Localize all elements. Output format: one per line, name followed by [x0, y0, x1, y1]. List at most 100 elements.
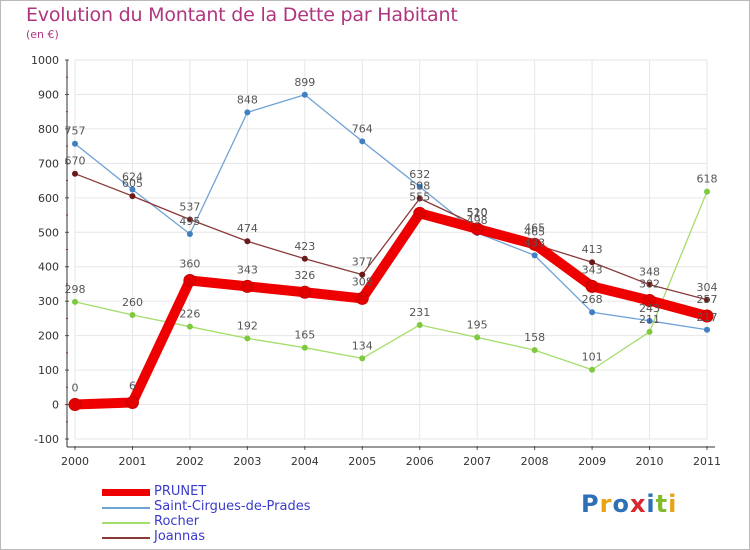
- data-label: 211: [639, 313, 660, 326]
- data-point: [704, 326, 710, 333]
- data-label: 308: [352, 275, 373, 288]
- y-tick-label: 900: [38, 88, 59, 101]
- legend-label-rocher: Rocher: [154, 514, 200, 529]
- data-point: [416, 195, 423, 202]
- data-labels: 757 624 495 848 899 764 632 498 433 268 243 217 298 2…: [65, 76, 718, 395]
- data-point: [413, 206, 427, 220]
- data-label: 465: [524, 221, 545, 234]
- data-label: 413: [582, 243, 603, 256]
- legend-label-saint-cirgues: Saint-Cirgues-de-Prades: [154, 499, 311, 514]
- data-label: 195: [467, 318, 488, 331]
- x-tick-label: 2007: [463, 455, 491, 468]
- data-point: [704, 296, 710, 303]
- data-label: 433: [524, 236, 545, 249]
- data-point: [68, 398, 82, 412]
- logo-letter: x: [629, 490, 647, 518]
- chart-title: Evolution du Montant de la Dette par Hab…: [26, 4, 458, 26]
- data-point: [244, 238, 251, 245]
- data-label: 158: [524, 331, 545, 344]
- x-tick-label: 2006: [406, 455, 434, 468]
- data-point: [700, 309, 714, 323]
- data-label: 555: [409, 190, 430, 203]
- data-label: 101: [582, 351, 603, 364]
- data-label: 231: [409, 306, 430, 319]
- data-point: [129, 311, 136, 318]
- data-label: 268: [582, 293, 603, 306]
- data-label: 348: [639, 266, 660, 279]
- data-point: [704, 188, 710, 195]
- data-point: [359, 271, 366, 278]
- data-point: [589, 259, 596, 266]
- legend-label-joannas: Joannas: [154, 529, 205, 544]
- data-label: 217: [697, 311, 718, 324]
- data-point: [72, 170, 78, 177]
- data-label: 465: [524, 225, 545, 238]
- x-tick-label: 2002: [176, 455, 204, 468]
- y-tick-label: 500: [38, 226, 59, 239]
- y-tick-label: 1000: [31, 54, 59, 67]
- data-point: [474, 334, 481, 341]
- data-label: 598: [409, 180, 430, 193]
- logo-letter: i: [668, 490, 678, 518]
- x-tick-label: 2011: [693, 455, 721, 468]
- data-point: [531, 347, 538, 354]
- y-tick-label: 300: [38, 295, 59, 308]
- data-point: [646, 328, 653, 335]
- data-label: 257: [697, 293, 718, 306]
- y-tick-label: 800: [38, 123, 59, 136]
- proxiti-logo: Proxiti: [581, 490, 677, 518]
- data-point: [186, 230, 193, 237]
- data-label: 6: [129, 379, 136, 392]
- data-label: 260: [122, 296, 143, 309]
- data-point: [359, 355, 366, 362]
- data-point: [183, 274, 197, 288]
- data-point: [589, 309, 596, 316]
- data-point: [416, 183, 423, 190]
- gridlines: [74, 59, 708, 440]
- data-point: [646, 281, 653, 288]
- data-label: 757: [65, 125, 86, 138]
- data-label: 624: [122, 171, 143, 184]
- y-tick-label: 600: [38, 192, 59, 205]
- data-label: 165: [294, 329, 315, 342]
- y-tick-label: 100: [38, 364, 59, 377]
- legend-label-prunet: PRUNET: [154, 484, 207, 499]
- data-label: 495: [179, 215, 200, 228]
- data-label: 343: [237, 263, 258, 276]
- data-label: 520: [467, 206, 488, 219]
- y-tick-label: 700: [38, 157, 59, 170]
- logo-letter: P: [581, 490, 600, 518]
- data-label: 0: [72, 382, 79, 395]
- data-point: [470, 222, 484, 236]
- data-point: [416, 321, 423, 328]
- legend-swatch-rocher: [102, 522, 150, 524]
- x-tick-label: 2008: [521, 455, 549, 468]
- logo-letter: t: [655, 490, 669, 518]
- data-label: 510: [467, 206, 488, 219]
- x-tick-label: 2003: [233, 455, 261, 468]
- data-point: [585, 279, 599, 293]
- chart-subtitle: (en €): [26, 28, 59, 41]
- legend-swatch-joannas: [102, 537, 150, 539]
- data-label: 326: [294, 269, 315, 282]
- legend-swatch-prunet: [102, 489, 150, 496]
- data-point: [301, 255, 308, 262]
- logo-letter: o: [612, 490, 630, 518]
- tick-labels: -100 0 100 200 300 400 500 600 700 800 900 1000 2000…: [31, 54, 721, 468]
- data-label: 537: [179, 201, 200, 214]
- data-label: 670: [65, 155, 86, 168]
- data-label: 343: [582, 263, 603, 276]
- data-point: [240, 279, 254, 293]
- data-point: [244, 109, 251, 116]
- data-point: [129, 193, 136, 200]
- x-tick-label: 2005: [348, 455, 376, 468]
- data-label: 618: [697, 173, 718, 186]
- data-point: [646, 317, 653, 324]
- data-label: 302: [639, 277, 660, 290]
- data-label: 632: [409, 168, 430, 181]
- x-tick-label: 2001: [118, 455, 146, 468]
- x-tick-label: 2009: [578, 455, 606, 468]
- series-line: [74, 173, 708, 301]
- data-point: [186, 216, 193, 223]
- data-point: [186, 323, 193, 330]
